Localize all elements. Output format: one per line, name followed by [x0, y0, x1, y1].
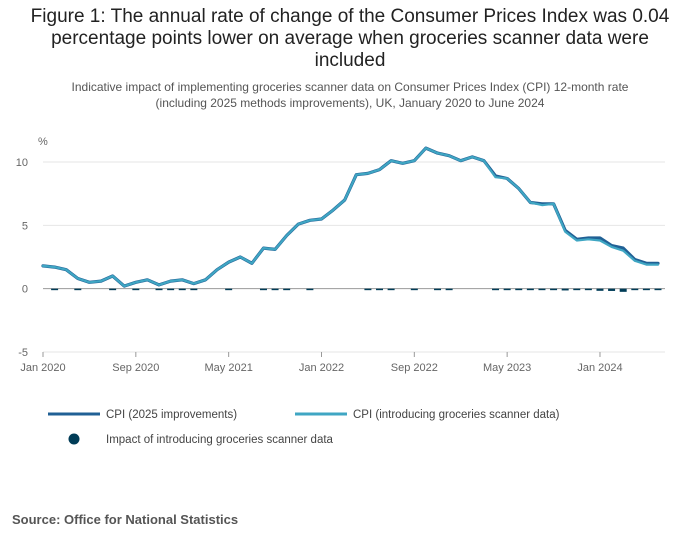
series-line-cpi-2025-improvements — [41, 146, 660, 288]
impact-bar — [654, 288, 662, 291]
impact-bar — [74, 288, 82, 291]
y-tick-label: 10 — [16, 157, 28, 169]
impact-bar — [538, 288, 546, 291]
impact-bar — [434, 288, 442, 291]
impact-bar — [271, 288, 279, 291]
y-tick-label: 0 — [22, 284, 28, 296]
legend-swatch-impact — [68, 433, 80, 445]
impact-bar — [492, 288, 500, 291]
impact-bar — [503, 288, 511, 291]
impact-bar — [306, 288, 314, 291]
legend-label-impact: Impact of introducing groceries scanner … — [106, 434, 334, 446]
impact-bar — [259, 288, 267, 291]
x-tick-label: Sep 2022 — [391, 362, 438, 374]
impact-bar — [608, 288, 616, 291]
y-axis-ticks: -5 0 5 10 — [16, 157, 28, 359]
grid-layer — [43, 161, 665, 353]
impact-bar — [364, 288, 372, 291]
chart-title-line-1: Figure 1: The annual rate of change of t… — [30, 6, 670, 27]
impact-bar — [515, 288, 523, 291]
source-note: Source: Office for National Statistics — [12, 512, 239, 527]
chart-title-line-2: percentage points lower on average when … — [51, 28, 649, 49]
impact-bar — [561, 288, 569, 291]
impact-series-layer — [51, 288, 662, 292]
chart-subtitle: Indicative impact of implementing grocer… — [20, 79, 680, 111]
x-tick-label: May 2023 — [483, 362, 531, 374]
legend-label-cpi-groceries-scanner: CPI (introducing groceries scanner data) — [353, 409, 560, 421]
chart-title-line-3: included — [314, 50, 386, 71]
chart-title: Figure 1: The annual rate of change of t… — [0, 6, 700, 72]
impact-bar — [132, 288, 140, 291]
impact-bar — [376, 288, 384, 291]
x-axis-ticks: Jan 2020 Sep 2020 May 2021 Jan 2022 Sep 2022… — [20, 352, 623, 374]
impact-bar — [225, 288, 233, 291]
impact-bar — [109, 288, 117, 291]
lines-layer — [41, 146, 660, 288]
x-tick-label: Jan 2024 — [577, 362, 622, 374]
x-tick-label: Jan 2022 — [299, 362, 344, 374]
impact-bar — [410, 288, 418, 291]
impact-bar — [631, 288, 639, 291]
y-axis-unit-label: % — [38, 136, 48, 148]
impact-bar — [51, 288, 59, 291]
impact-bar — [445, 288, 453, 291]
x-tick-label: Sep 2020 — [112, 362, 159, 374]
legend: CPI (2025 improvements) CPI (introducing… — [48, 409, 560, 446]
y-tick-label: -5 — [18, 347, 28, 359]
impact-bar — [573, 288, 581, 291]
impact-bar — [190, 288, 198, 291]
impact-bar — [283, 288, 291, 291]
chart-subtitle-line-2: (including 2025 methods improvements), U… — [155, 96, 545, 110]
impact-bar — [584, 288, 592, 291]
x-tick-label: May 2021 — [205, 362, 253, 374]
impact-bar — [596, 288, 604, 291]
legend-label-cpi-2025-improvements: CPI (2025 improvements) — [106, 409, 237, 421]
y-tick-label: 5 — [22, 220, 28, 232]
impact-bar — [387, 288, 395, 291]
impact-bar — [550, 288, 558, 291]
chart-subtitle-line-1: Indicative impact of implementing grocer… — [71, 80, 629, 94]
impact-bar — [178, 288, 186, 291]
impact-bar — [642, 288, 650, 291]
impact-bar — [526, 288, 534, 291]
impact-bar — [167, 288, 175, 291]
series-line-cpi-groceries-scanner — [41, 147, 660, 288]
x-tick-label: Jan 2020 — [20, 362, 65, 374]
impact-bar — [155, 288, 163, 291]
impact-bar — [619, 288, 627, 292]
